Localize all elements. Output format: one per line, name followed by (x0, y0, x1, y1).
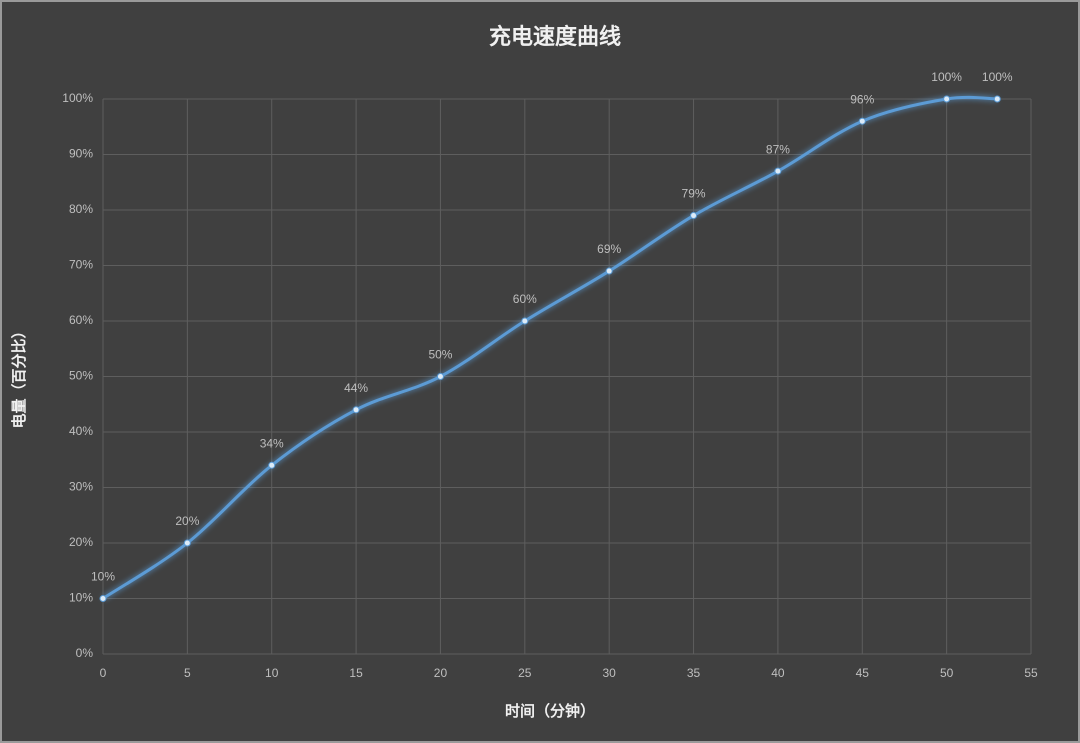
y-tick-label: 70% (69, 258, 93, 272)
x-axis-label: 时间（分钟） (505, 702, 595, 720)
point (774, 167, 782, 175)
y-tick-label: 60% (69, 313, 93, 327)
point (99, 595, 107, 602)
data-label: 44% (344, 381, 368, 395)
data-label: 100% (931, 70, 962, 84)
y-tick-label: 40% (69, 424, 93, 438)
point (943, 95, 951, 103)
point (605, 267, 613, 275)
point (521, 317, 529, 325)
point (436, 373, 444, 380)
data-label: 100% (982, 70, 1013, 84)
point (183, 539, 191, 547)
x-tick-label: 50 (940, 666, 954, 680)
point (690, 212, 698, 220)
y-tick-label: 0% (76, 646, 94, 660)
data-label: 69% (597, 242, 621, 256)
data-label: 60% (513, 292, 537, 306)
data-label: 87% (766, 142, 790, 156)
y-axis-label: 电量（百分比） (10, 323, 28, 428)
data-label: 10% (91, 570, 115, 584)
data-label: 79% (682, 187, 706, 201)
x-tick-label: 10 (265, 666, 279, 680)
y-tick-label: 100% (62, 91, 93, 105)
x-tick-label: 30 (603, 666, 617, 680)
y-tick-label: 30% (69, 480, 93, 494)
point (352, 406, 360, 414)
y-tick-label: 80% (69, 202, 93, 216)
chart-title: 充电速度曲线 (489, 24, 621, 49)
data-label: 34% (260, 436, 284, 450)
y-tick-label: 20% (69, 535, 93, 549)
x-tick-label: 0 (100, 666, 107, 680)
y-tick-label: 10% (69, 591, 93, 605)
x-tick-label: 35 (687, 666, 701, 680)
x-tick-label: 40 (771, 666, 785, 680)
data-label: 96% (850, 92, 874, 106)
point (268, 461, 276, 469)
x-tick-label: 45 (856, 666, 870, 680)
x-tick-label: 25 (518, 666, 532, 680)
x-tick-label: 5 (184, 666, 191, 680)
point (858, 117, 866, 125)
data-label: 50% (428, 348, 452, 362)
x-tick-label: 15 (349, 666, 363, 680)
point (993, 95, 1001, 103)
x-tick-label: 20 (434, 666, 448, 680)
x-tick-label: 55 (1024, 666, 1038, 680)
data-label: 20% (175, 514, 199, 528)
y-tick-label: 90% (69, 147, 93, 161)
y-tick-label: 50% (69, 369, 93, 383)
